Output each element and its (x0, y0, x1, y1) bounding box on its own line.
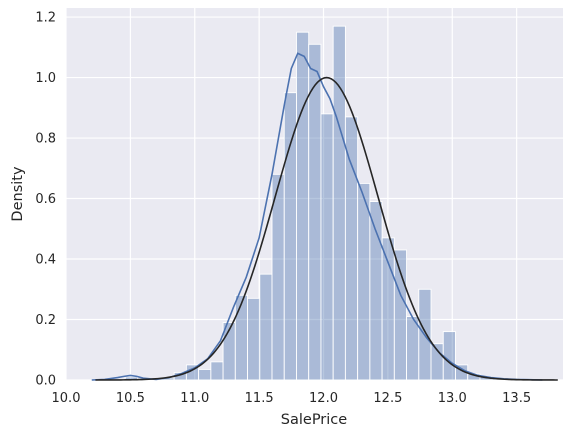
x-tick-label: 12.0 (309, 391, 338, 406)
histogram-bar (332, 25, 346, 381)
histogram-bars (124, 25, 518, 381)
histogram-bar (406, 316, 420, 381)
x-tick-label: 12.5 (373, 391, 402, 406)
histogram-bar (259, 273, 273, 381)
y-tick-label: 0.4 (35, 253, 56, 268)
y-tick-label: 0.8 (35, 132, 56, 147)
histogram-bar (344, 116, 359, 381)
x-tick-label: 11.5 (245, 391, 274, 406)
x-tick-label: 10.0 (52, 391, 81, 406)
y-tick-label: 0.6 (35, 192, 56, 207)
x-tick-label: 10.5 (116, 391, 145, 406)
x-tick-labels: 10.0 10.5 11.0 11.5 12.0 12.5 13.0 13.5 (52, 391, 532, 406)
histogram-bar (296, 31, 310, 381)
y-tick-labels: 0.0 0.2 0.4 0.6 0.8 1.0 1.2 (35, 11, 56, 389)
histogram-bar (442, 331, 456, 381)
histogram-bar (210, 361, 224, 381)
histogram-bar (381, 237, 395, 381)
histogram-bar (308, 43, 322, 381)
x-tick-label: 13.0 (438, 391, 467, 406)
x-tick-label: 13.5 (502, 391, 531, 406)
histogram-bar (247, 297, 261, 381)
y-axis-label: Density (10, 166, 26, 222)
y-tick-label: 1.0 (35, 71, 56, 86)
x-axis-label: SalePrice (281, 412, 347, 428)
y-tick-label: 1.2 (35, 11, 56, 26)
x-tick-label: 11.0 (180, 391, 209, 406)
histogram-bar (283, 92, 297, 381)
histogram-bar (234, 294, 248, 381)
histogram-bar (271, 173, 285, 381)
histogram-bar (369, 201, 383, 381)
histogram-bar (198, 368, 212, 381)
y-tick-label: 0.0 (35, 374, 56, 389)
histogram-bar (393, 249, 408, 381)
y-tick-label: 0.2 (35, 313, 56, 328)
histogram-bar (357, 182, 371, 381)
normal-fit-curve (95, 76, 558, 381)
histogram-bar (320, 113, 334, 381)
